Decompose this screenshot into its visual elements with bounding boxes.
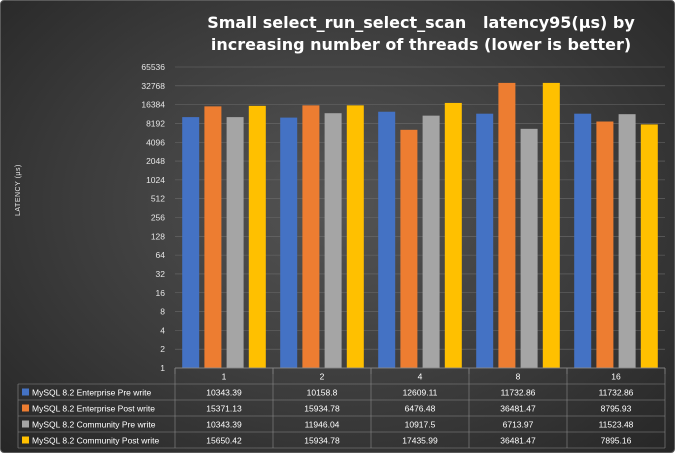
data-label: 7895.16	[601, 436, 632, 446]
y-tick-label: 2	[160, 344, 165, 354]
bar	[248, 105, 266, 368]
y-tick-label: 8	[160, 307, 165, 317]
legend-swatch	[22, 404, 29, 412]
y-tick-label: 4	[160, 325, 165, 335]
legend-label: MySQL 8.2 Community Post write	[32, 436, 159, 446]
bar	[476, 113, 494, 369]
data-label: 10343.39	[206, 420, 242, 430]
bar	[324, 113, 342, 369]
x-tick-label: 1	[222, 372, 227, 382]
x-tick-label: 4	[418, 372, 423, 382]
bar	[574, 113, 592, 369]
bar	[204, 106, 222, 368]
data-label: 12609.11	[403, 388, 438, 398]
data-label: 36481.47	[500, 404, 536, 414]
data-label: 11946.04	[305, 420, 340, 430]
bar	[280, 117, 298, 368]
bar	[302, 105, 320, 368]
bar	[596, 121, 614, 368]
data-label: 6713.97	[503, 420, 534, 430]
y-tick-label: 1	[160, 363, 165, 373]
legend-swatch	[22, 420, 29, 428]
bar	[226, 117, 244, 368]
bar	[378, 111, 396, 368]
x-tick-label: 2	[320, 372, 325, 382]
chart-title: Small select_run_select_scan latency95(µ…	[207, 13, 641, 54]
legend-label: MySQL 8.2 Community Pre write	[32, 420, 156, 430]
legend-label: MySQL 8.2 Enterprise Pre write	[32, 388, 151, 398]
data-label: 10158.8	[307, 388, 338, 398]
y-tick-label: 512	[151, 194, 165, 204]
data-label: 36481.47	[500, 436, 536, 446]
bar	[346, 105, 364, 368]
bar	[542, 82, 560, 368]
data-label: 15934.78	[304, 404, 340, 414]
data-label: 15371.13	[206, 404, 242, 414]
data-label: 11523.48	[599, 420, 634, 430]
bar	[640, 124, 658, 369]
y-tick-label: 1024	[146, 175, 165, 185]
data-label: 6476.48	[405, 404, 436, 414]
y-tick-label: 32768	[141, 81, 165, 91]
x-tick-label: 8	[516, 372, 521, 382]
x-tick-label: 16	[611, 372, 621, 382]
data-label: 15934.78	[304, 436, 340, 446]
bar	[182, 117, 200, 368]
y-tick-label: 128	[151, 231, 165, 241]
bar	[618, 114, 636, 368]
data-label: 10917.5	[405, 420, 436, 430]
y-tick-label: 4096	[146, 137, 165, 147]
data-label: 11732.86	[501, 388, 536, 398]
data-label: 17435.99	[402, 436, 438, 446]
bar	[444, 102, 462, 368]
y-tick-label: 256	[151, 213, 165, 223]
y-tick-label: 65536	[141, 62, 165, 72]
y-tick-label: 64	[156, 250, 166, 260]
legend-swatch	[22, 388, 29, 396]
legend-label: MySQL 8.2 Enterprise Post write	[32, 404, 155, 414]
bar	[422, 115, 440, 368]
y-tick-label: 16	[156, 288, 166, 298]
y-tick-label: 8192	[146, 118, 165, 128]
bar	[520, 128, 538, 368]
bar	[498, 82, 516, 368]
y-tick-label: 2048	[146, 156, 165, 166]
data-label: 15650.42	[206, 436, 242, 446]
data-label: 11732.86	[599, 388, 634, 398]
bar	[400, 129, 418, 368]
data-label: 8795.93	[601, 404, 632, 414]
y-tick-label: 32	[156, 269, 166, 279]
data-label: 10343.39	[206, 388, 242, 398]
legend-swatch	[22, 436, 29, 444]
y-tick-label: 16384	[141, 100, 165, 110]
